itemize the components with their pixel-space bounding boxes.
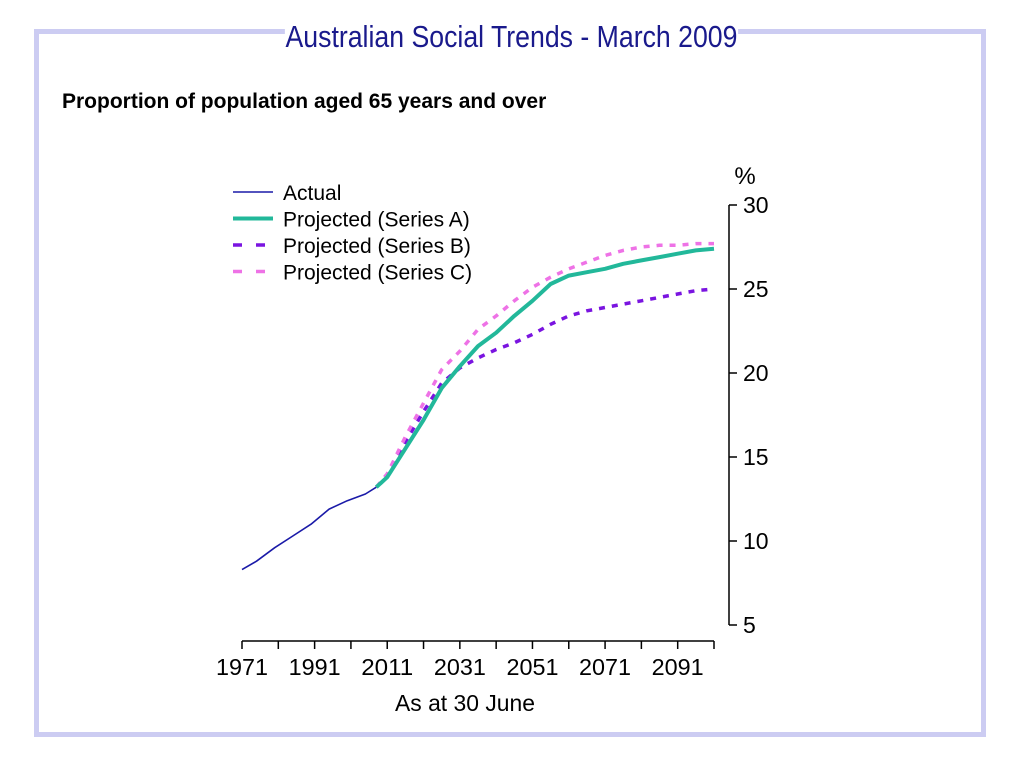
axes-layer: 1971 1991 2011 2031 2051 2071 2091 5 10 15 20 25 30 — [216, 192, 769, 680]
legend: Actual Projected (Series A) Projected (Ser… — [233, 182, 472, 285]
x-tick-label: 1971 — [216, 654, 268, 680]
y-tick-label: 15 — [743, 444, 769, 470]
y-tick-label: 20 — [743, 360, 769, 386]
series-layer — [241, 241, 715, 571]
chart-title: Proportion of population aged 65 years a… — [62, 90, 547, 113]
legend-entry-label: Projected (Series A) — [283, 209, 470, 232]
series-line-projected-series-b — [375, 287, 715, 489]
y-tick-label: 30 — [743, 192, 769, 218]
series-line-projected-series-a — [374, 246, 715, 489]
y-tick-label: 5 — [743, 612, 756, 638]
y-tick-label: 10 — [743, 528, 769, 554]
legend-entry-label: Actual — [283, 182, 341, 205]
x-tick-label: 2071 — [579, 654, 631, 680]
series-line-actual — [241, 486, 377, 571]
y-tick-label: 25 — [743, 276, 769, 302]
x-tick-label: 2091 — [652, 654, 704, 680]
legend-entry-label: Projected (Series B) — [283, 235, 471, 258]
x-axis-label: As at 30 June — [395, 690, 535, 716]
x-tick-label: 2011 — [361, 654, 413, 680]
legend-entry-label: Projected (Series C) — [283, 262, 472, 285]
x-tick-label: 2051 — [506, 654, 558, 680]
page-title: Australian Social Trends - March 2009 — [284, 14, 739, 60]
x-tick-label: 1991 — [289, 654, 341, 680]
y-unit-label: % — [734, 163, 755, 190]
x-tick-label: 2031 — [434, 654, 486, 680]
